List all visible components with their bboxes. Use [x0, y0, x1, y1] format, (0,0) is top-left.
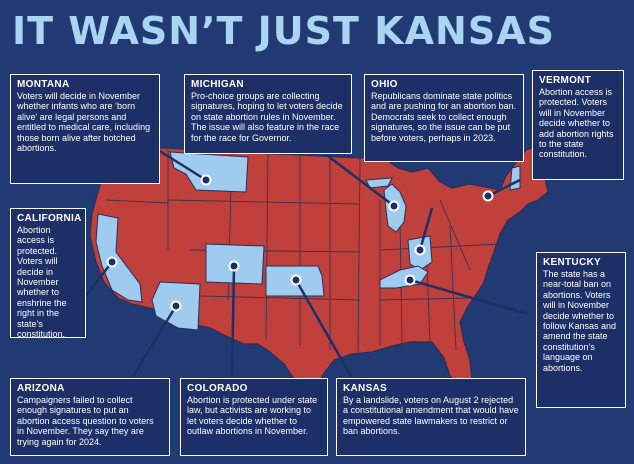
callout-michigan: MICHIGAN Pro-choice groups are collectin…: [184, 74, 352, 154]
callout-colorado: COLORADO Abortion is protected under sta…: [180, 378, 328, 456]
callout-heading: KANSAS: [343, 383, 388, 394]
callout-heading: ARIZONA: [17, 383, 65, 394]
callout-heading: VERMONT: [539, 75, 592, 86]
callout-body: By a landslide, voters on August 2 rejec…: [343, 395, 519, 437]
callout-body: Abortion is protected under state law, b…: [187, 395, 318, 437]
leader-vermont: [482, 178, 521, 202]
callout-body: Abortion access is protected. Voters wil…: [539, 87, 614, 160]
callout-arizona: ARIZONA Campaigners failed to collect en…: [10, 378, 170, 456]
leader-ohio: [414, 207, 434, 256]
callout-heading: COLORADO: [187, 383, 248, 394]
callout-heading: OHIO: [371, 79, 398, 90]
callout-kansas: KANSAS By a landslide, voters on August …: [336, 378, 526, 456]
leader-kansas: [290, 274, 354, 379]
leader-montana: [157, 148, 212, 186]
page-title: IT WASN’T JUST KANSAS: [12, 9, 555, 53]
callout-heading: KENTUCKY: [543, 257, 601, 268]
callout-kentucky: KENTUCKY The state has a near-total ban …: [536, 252, 626, 408]
callout-california: CALIFORNIA Abortion access is protected.…: [10, 208, 86, 338]
leader-california: [83, 256, 118, 299]
leader-lines: [83, 148, 529, 379]
callout-body: Voters will decide in November whether i…: [17, 91, 151, 154]
callout-body: The state has a near-total ban on aborti…: [543, 269, 617, 373]
callout-body: Abortion access is protected. Voters wil…: [17, 225, 67, 338]
state-california: [95, 213, 143, 303]
callout-heading: MONTANA: [17, 79, 70, 90]
leader-colorado: [228, 260, 240, 379]
state-ohio: [407, 235, 433, 271]
callout-heading: CALIFORNIA: [17, 213, 82, 224]
state-kansas: [265, 265, 325, 297]
leader-kentucky: [404, 274, 529, 316]
callout-body: Republicans dominate state politics and …: [371, 91, 517, 143]
callout-montana: MONTANA Voters will decide in November w…: [10, 74, 160, 184]
callout-heading: MICHIGAN: [191, 79, 244, 90]
callout-body: Campaigners failed to collect enough sig…: [17, 395, 154, 447]
leader-arizona: [130, 300, 182, 379]
callout-body: Pro-choice groups are collecting signatu…: [191, 91, 343, 143]
state-vermont: [509, 165, 521, 191]
state-montana: [169, 151, 249, 193]
callout-ohio: OHIO Republicans dominate state politics…: [364, 74, 524, 162]
leader-michigan: [319, 149, 400, 212]
callout-vermont: VERMONT Abortion access is protected. Vo…: [532, 70, 624, 180]
